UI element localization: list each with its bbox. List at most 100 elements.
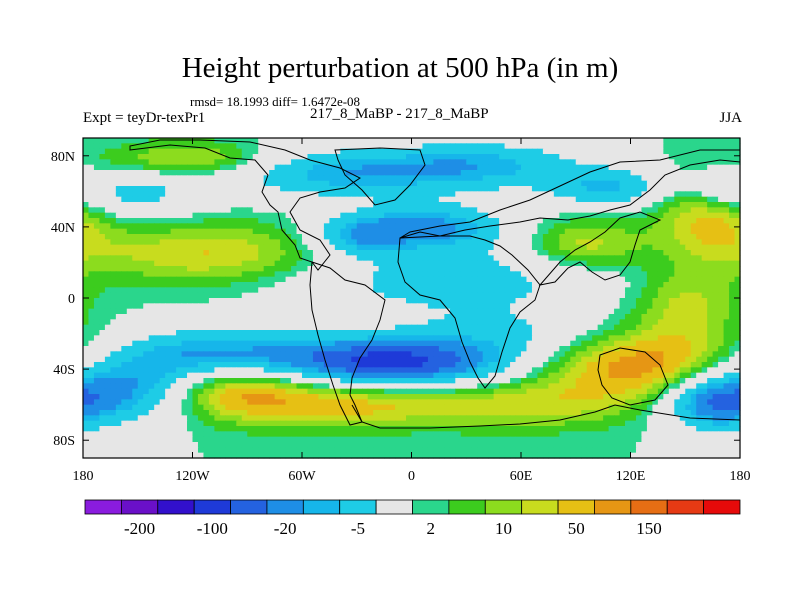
field-cell xyxy=(88,143,95,150)
field-cell xyxy=(701,303,708,310)
field-cell xyxy=(570,330,577,336)
field-cell xyxy=(203,314,210,320)
field-cell xyxy=(93,212,101,219)
field-cell xyxy=(400,340,407,347)
field-cell xyxy=(592,330,599,336)
field-cell xyxy=(285,207,292,214)
field-cell xyxy=(323,218,330,224)
field-cell xyxy=(608,255,615,262)
field-cell xyxy=(362,138,369,144)
field-cell xyxy=(307,234,314,240)
field-cell xyxy=(252,356,259,363)
field-cell xyxy=(455,143,462,150)
field-cell xyxy=(690,191,697,198)
field-cell xyxy=(88,319,95,326)
field-cell xyxy=(564,148,571,155)
field-cell xyxy=(515,287,522,294)
field-cell xyxy=(110,223,117,230)
field-cell xyxy=(225,351,232,358)
field-cell xyxy=(575,282,582,288)
field-cell xyxy=(635,255,643,262)
field-cell xyxy=(586,260,593,267)
field-cell xyxy=(258,330,265,336)
field-cell xyxy=(192,298,199,304)
field-cell xyxy=(548,308,555,315)
field-cell xyxy=(362,351,369,358)
field-cell xyxy=(378,154,385,160)
field-cell xyxy=(504,234,511,240)
field-cell xyxy=(236,154,243,160)
field-cell xyxy=(296,228,303,235)
field-cell xyxy=(668,282,675,288)
field-cell xyxy=(197,223,205,230)
field-cell xyxy=(258,276,265,283)
field-cell xyxy=(729,212,736,219)
field-cell xyxy=(307,346,314,352)
field-cell xyxy=(115,282,122,288)
field-cell xyxy=(526,340,533,347)
field-cell xyxy=(614,340,621,347)
field-cell xyxy=(444,202,451,208)
field-cell xyxy=(729,218,736,224)
field-cell xyxy=(471,143,478,150)
field-cell xyxy=(701,255,708,262)
field-cell xyxy=(312,196,320,203)
field-cell xyxy=(460,175,467,182)
field-cell xyxy=(411,330,418,336)
field-cell xyxy=(707,223,714,230)
field-cell xyxy=(219,180,226,187)
field-cell xyxy=(334,175,341,182)
field-cell xyxy=(302,207,309,214)
field-cell xyxy=(208,330,215,336)
field-cell xyxy=(340,148,347,155)
field-cell xyxy=(214,287,221,294)
field-cell xyxy=(592,159,599,166)
field-cell xyxy=(104,239,111,246)
field-cell xyxy=(159,239,166,246)
field-cell xyxy=(236,196,243,203)
field-cell xyxy=(165,250,172,256)
field-cell xyxy=(345,191,352,198)
field-cell xyxy=(159,244,166,251)
field-cell xyxy=(323,234,330,240)
field-cell xyxy=(307,186,314,192)
field-cell xyxy=(181,335,188,342)
field-cell xyxy=(143,319,150,326)
field-cell xyxy=(630,324,637,331)
field-cell xyxy=(696,164,703,171)
field-cell xyxy=(318,154,325,160)
field-cell xyxy=(378,260,385,267)
field-cell xyxy=(718,266,725,272)
field-cell xyxy=(570,314,577,320)
field-cell xyxy=(411,303,418,310)
field-cell xyxy=(537,308,544,315)
field-cell xyxy=(586,266,593,272)
field-cell xyxy=(477,319,484,326)
field-cell xyxy=(181,255,188,262)
field-cell xyxy=(657,191,664,198)
field-cell xyxy=(203,228,210,235)
field-cell xyxy=(614,159,621,166)
field-cell xyxy=(488,330,495,336)
field-cell xyxy=(449,143,456,150)
field-cell xyxy=(351,276,358,283)
field-cell xyxy=(712,170,719,176)
field-cell xyxy=(99,228,106,235)
field-cell xyxy=(734,308,741,315)
field-cell xyxy=(104,314,111,320)
field-cell xyxy=(455,180,462,187)
field-cell xyxy=(433,180,440,187)
field-cell xyxy=(302,314,309,320)
field-cell xyxy=(367,159,374,166)
field-cell xyxy=(707,218,714,224)
field-cell xyxy=(531,186,539,192)
field-cell xyxy=(712,324,719,331)
field-cell xyxy=(433,292,440,299)
field-cell xyxy=(307,196,314,203)
field-cell xyxy=(542,138,549,144)
field-cell xyxy=(449,319,456,326)
field-cell xyxy=(586,250,593,256)
field-cell xyxy=(553,340,560,347)
field-cell xyxy=(493,271,500,278)
field-cell xyxy=(334,324,341,331)
